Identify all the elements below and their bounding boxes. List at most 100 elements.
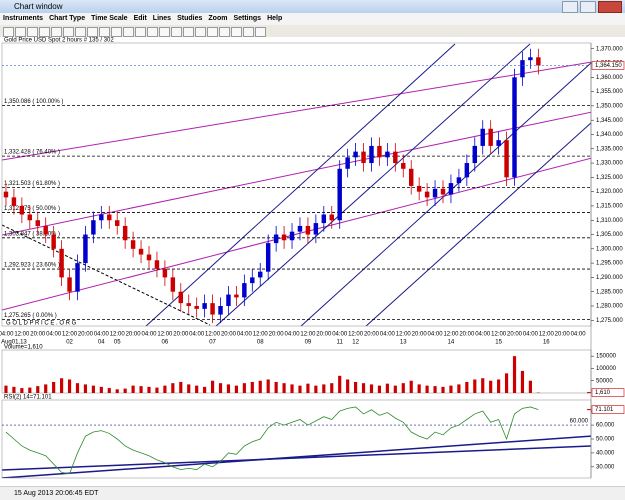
y-tick-label: 1,280.000 <box>596 304 623 310</box>
toolbar-button[interactable] <box>255 27 266 37</box>
bar <box>4 385 8 393</box>
watermark: G O L D P R I C E . O R G <box>6 321 77 327</box>
candle-body <box>432 188 438 198</box>
toolbar-button[interactable] <box>243 27 254 37</box>
date-label: 07 <box>209 340 216 346</box>
candle-body <box>369 145 374 164</box>
bar <box>28 387 32 393</box>
bar <box>401 383 405 393</box>
bar <box>354 381 358 393</box>
candle-body <box>27 214 33 221</box>
toolbar-button[interactable] <box>99 27 110 37</box>
candle-body <box>416 185 422 192</box>
candle-body <box>202 303 207 309</box>
candle-body <box>122 225 128 241</box>
toolbar-button[interactable] <box>183 27 194 37</box>
time-label: 20:00 <box>78 332 94 338</box>
close-button[interactable] <box>598 1 622 13</box>
toolbar-button[interactable] <box>63 27 74 37</box>
bar <box>369 384 374 393</box>
toolbar-button[interactable] <box>207 27 218 37</box>
y-tick-label: 1,330.000 <box>596 161 623 167</box>
candle-body <box>305 225 311 235</box>
bar <box>385 383 389 393</box>
bar <box>139 386 143 393</box>
toolbar-button[interactable] <box>195 27 206 37</box>
candle-body <box>99 214 104 221</box>
menu-item[interactable]: Help <box>267 15 283 22</box>
bar <box>282 383 286 393</box>
maximize-button[interactable] <box>580 1 596 13</box>
candle-body <box>273 234 279 244</box>
bar <box>123 388 127 393</box>
candle-body <box>146 254 152 261</box>
bar <box>433 386 437 393</box>
candle-body <box>353 151 358 158</box>
bar <box>12 386 16 393</box>
candle-body <box>496 140 501 146</box>
candle-body <box>464 163 470 178</box>
candle-body <box>321 214 327 224</box>
time-label: 20:00 <box>30 332 46 338</box>
toolbar-button[interactable] <box>3 27 14 37</box>
candle-body <box>194 305 199 309</box>
date-label: 09 <box>305 340 312 346</box>
candle-body <box>297 225 303 232</box>
time-label: 04:00 <box>94 332 110 338</box>
toolbar-button[interactable] <box>15 27 26 37</box>
toolbar-button[interactable] <box>159 27 170 37</box>
time-label: 04:00 <box>189 332 205 338</box>
candle-body <box>154 260 160 269</box>
window-title: Chart window <box>14 2 63 11</box>
candle-body <box>265 243 271 272</box>
menu-item[interactable]: Time Scale <box>91 15 128 22</box>
candle-body <box>35 220 40 226</box>
time-label: 12:00 <box>205 332 221 338</box>
candle-body <box>138 248 144 255</box>
panel-title: Volume=1,610 <box>4 345 43 351</box>
candle-body <box>114 220 120 226</box>
candle-body <box>337 168 342 221</box>
toolbar-button[interactable] <box>123 27 134 37</box>
channel-line <box>2 157 591 311</box>
menu-item[interactable]: Instruments <box>3 15 44 22</box>
minimize-button[interactable] <box>562 1 578 13</box>
y-tick-label: 1,275.000 <box>596 318 623 324</box>
menu-item[interactable]: Settings <box>233 15 262 22</box>
time-label: 12:00 <box>157 332 173 338</box>
menu-item[interactable]: Zoom <box>208 15 228 22</box>
toolbar-button[interactable] <box>231 27 242 37</box>
candle-body <box>329 214 334 221</box>
toolbar-button[interactable] <box>135 27 146 37</box>
time-label: 20:00 <box>555 332 571 338</box>
candle-body <box>401 163 406 169</box>
time-label: 12:00 <box>348 332 364 338</box>
toolbar-button[interactable] <box>111 27 122 37</box>
menu-item[interactable]: Edit <box>133 15 147 22</box>
toolbar-button[interactable] <box>39 27 50 37</box>
menu-item[interactable]: Studies <box>177 15 203 22</box>
bar <box>250 381 254 393</box>
y-tick-label: 40.000 <box>596 451 615 457</box>
title-bar: Chart window <box>0 0 625 13</box>
toolbar-button[interactable] <box>51 27 62 37</box>
candle-body <box>107 214 112 221</box>
y-tick-label: 100000 <box>596 366 617 372</box>
toolbar-button[interactable] <box>171 27 182 37</box>
time-label: 12:00 <box>300 332 316 338</box>
candle-body <box>83 234 88 264</box>
candle-body <box>130 240 136 249</box>
toolbar-button[interactable] <box>87 27 98 37</box>
toolbar-button[interactable] <box>147 27 158 37</box>
menu-item[interactable]: Chart Type <box>49 15 86 22</box>
toolbar-button[interactable] <box>75 27 86 37</box>
fib-label: 1,332.428 ( 76.40% ) <box>4 150 60 156</box>
bar <box>274 381 278 393</box>
y-tick-label: 1,335.000 <box>596 146 623 152</box>
menu-item[interactable]: Lines <box>152 15 172 22</box>
toolbar-button[interactable] <box>27 27 38 37</box>
toolbar-button[interactable] <box>219 27 230 37</box>
candle-body <box>289 231 295 241</box>
bar <box>107 388 111 393</box>
time-label: 04:00 <box>141 332 157 338</box>
